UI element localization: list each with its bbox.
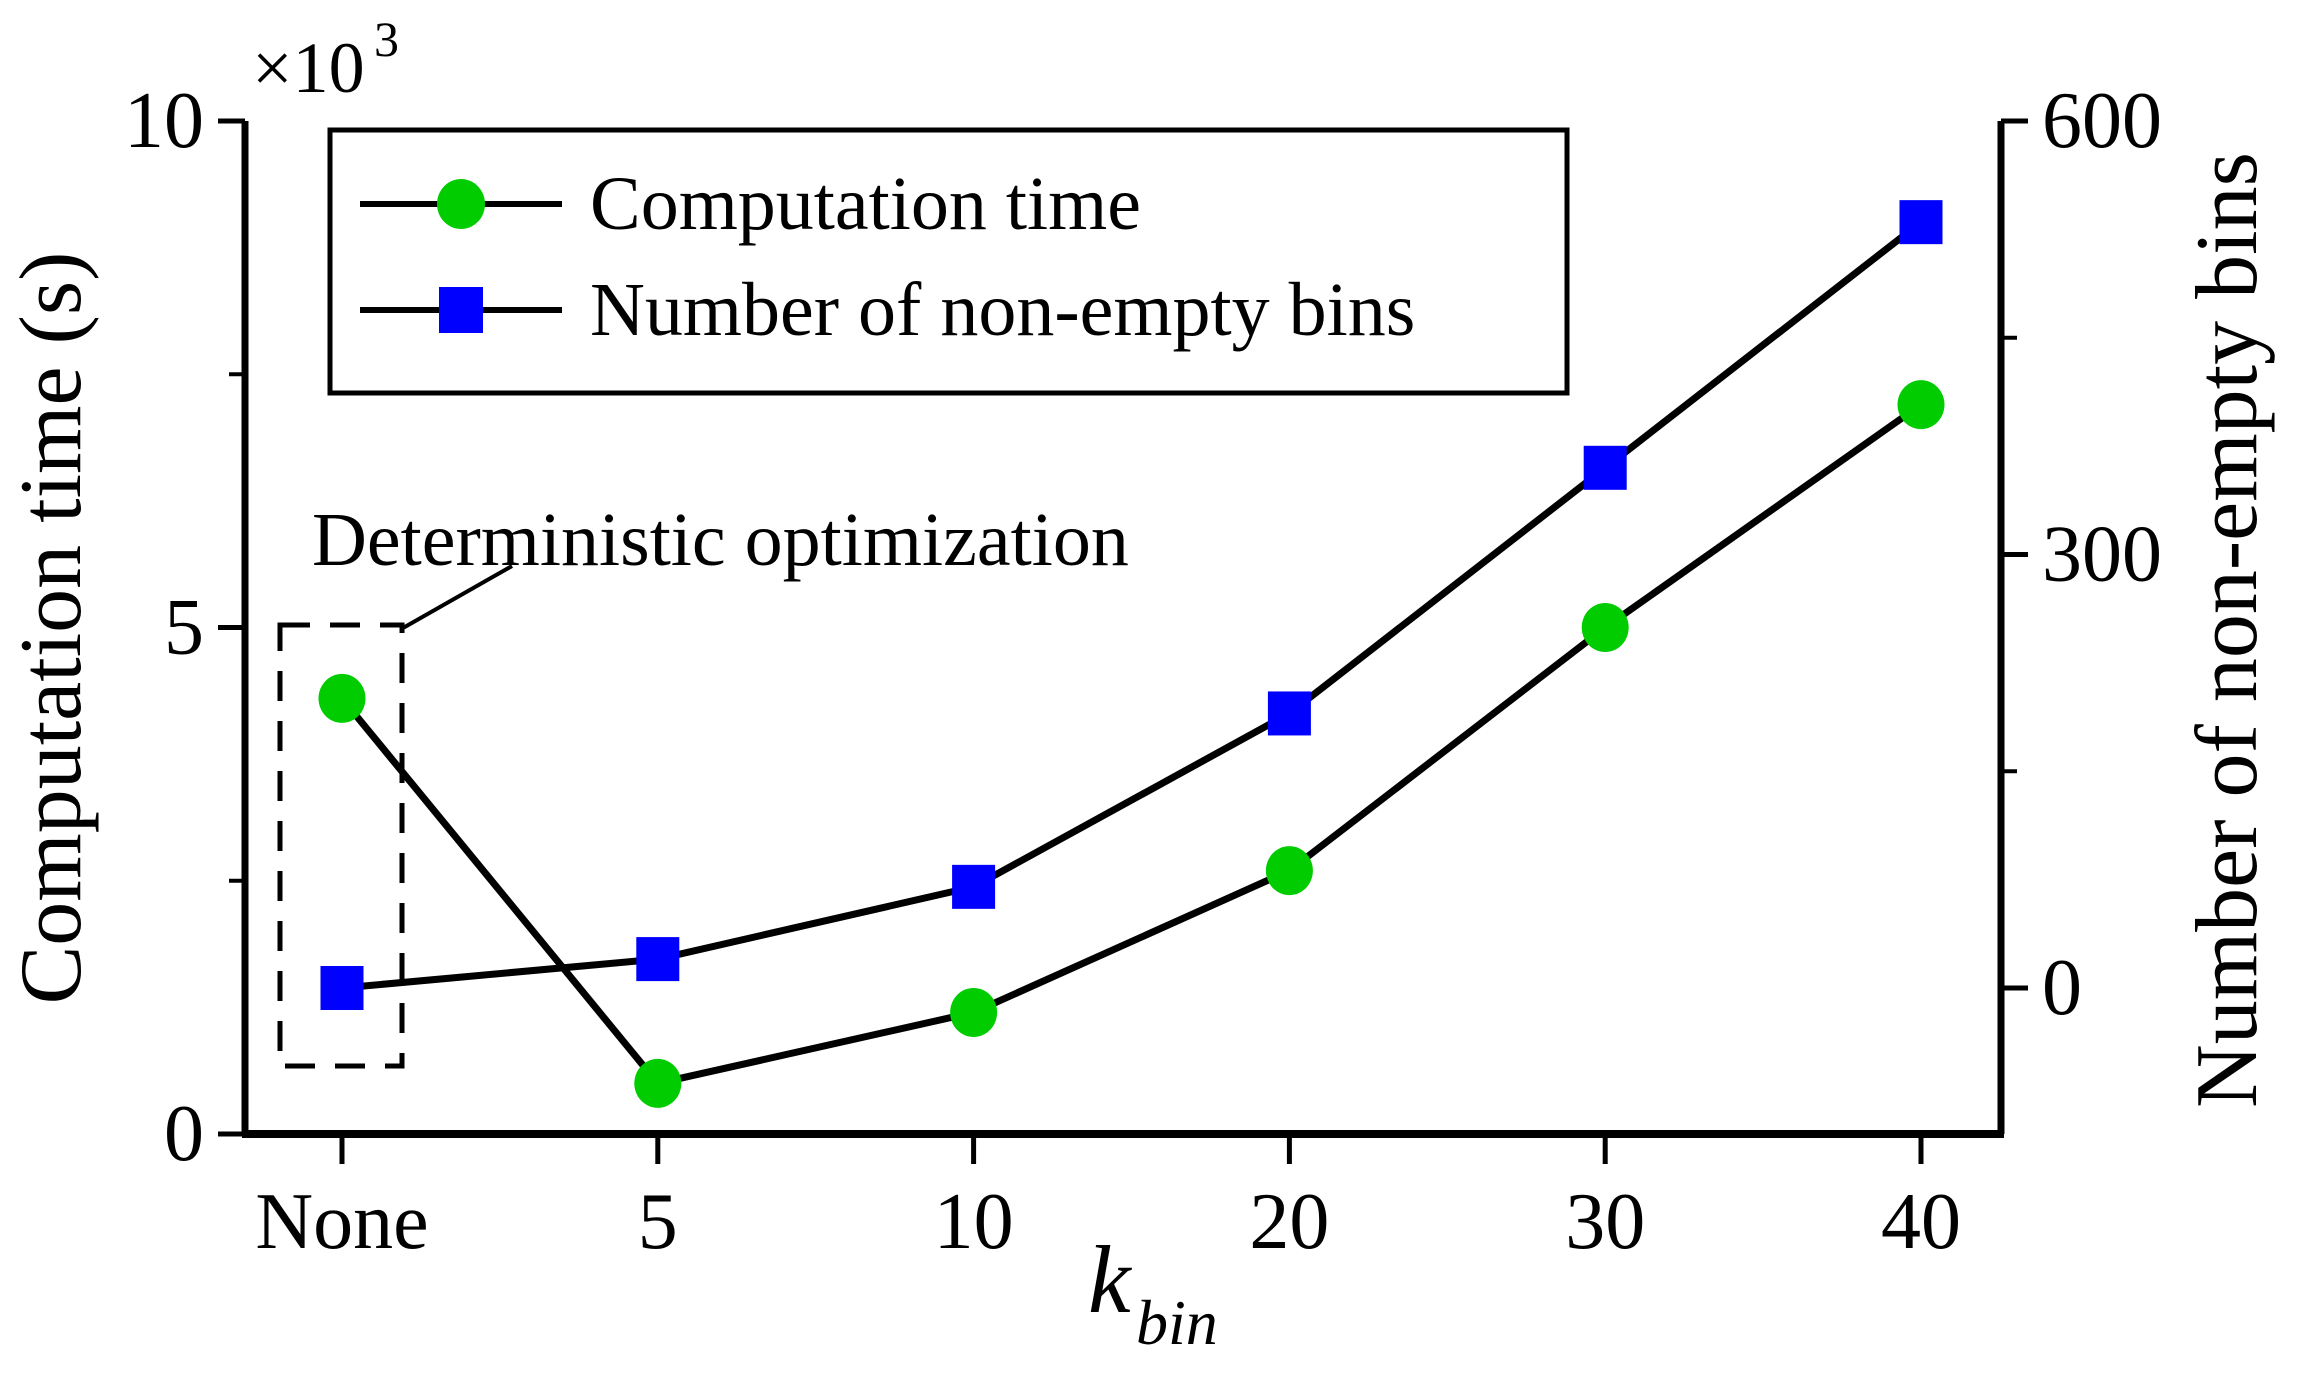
data-point-square-10 (952, 864, 996, 909)
x-axis-tick-label: 20 (1249, 1178, 1329, 1266)
left-axis-tick-label: 10 (124, 77, 204, 165)
legend-marker-circle (437, 179, 485, 229)
x-axis-title: k bin (1088, 1226, 1218, 1358)
series-line-computation-time (339, 401, 1924, 1088)
legend-box (327, 127, 1570, 396)
right-axis-title: Number of non-empty bins (2179, 152, 2276, 1108)
series-line-non-empty-bins (341, 219, 1924, 992)
axis-ticks: 0 5 10 0 300 600 None 5 10 20 30 40 (124, 77, 2162, 1266)
data-point-circle-10 (950, 987, 998, 1037)
legend-item-non-empty-bins: Number of non-empty bins (360, 268, 1415, 352)
right-axis-tick-label: 600 (2042, 77, 2162, 165)
right-axis-tick-label: 300 (2042, 511, 2162, 599)
data-point-circle-5 (634, 1058, 682, 1108)
data-point-square-5 (636, 937, 680, 982)
x-axis-tick-label: 5 (638, 1178, 678, 1266)
x-axis-title-main: k (1088, 1226, 1133, 1333)
x-axis-tick-label: 30 (1565, 1178, 1645, 1266)
right-axis-tick-label: 0 (2042, 944, 2082, 1032)
data-point-circle-30 (1581, 603, 1629, 652)
left-axis-title: Computation time (s) (3, 252, 100, 1005)
legend-item-computation-time: Computation time (360, 162, 1141, 246)
data-point-circle-20 (1265, 846, 1313, 896)
data-point-circle-40 (1897, 380, 1945, 430)
annotation-dashed-box (277, 622, 405, 1069)
legend-label-2: Number of non-empty bins (590, 268, 1415, 352)
left-axis-multiplier: ×10 (252, 28, 365, 108)
x-axis-title-subscript: bin (1136, 1287, 1218, 1358)
x-axis-tick-label: 10 (934, 1178, 1014, 1266)
left-axis-tick-label: 0 (164, 1090, 204, 1178)
annotation-group: Deterministic optimization (277, 498, 1129, 1069)
annotation-leader-line (402, 564, 513, 630)
x-axis-tick-label: None (255, 1178, 428, 1266)
legend-label-1: Computation time (590, 162, 1141, 246)
data-series (318, 200, 1945, 1108)
data-point-square-30 (1583, 445, 1627, 490)
x-axis-tick-label: 40 (1881, 1178, 1961, 1266)
data-point-square-20 (1267, 691, 1311, 736)
legend-marker-square (439, 287, 483, 333)
legend: Computation time Number of non-empty bin… (327, 127, 1570, 396)
data-point-circle-None (318, 673, 366, 723)
data-point-square-None (320, 966, 364, 1010)
left-axis-tick-label: 5 (164, 584, 204, 672)
annotation-label: Deterministic optimization (312, 498, 1129, 582)
left-axis-multiplier-exponent: 3 (374, 11, 399, 67)
data-point-square-40 (1899, 200, 1943, 245)
